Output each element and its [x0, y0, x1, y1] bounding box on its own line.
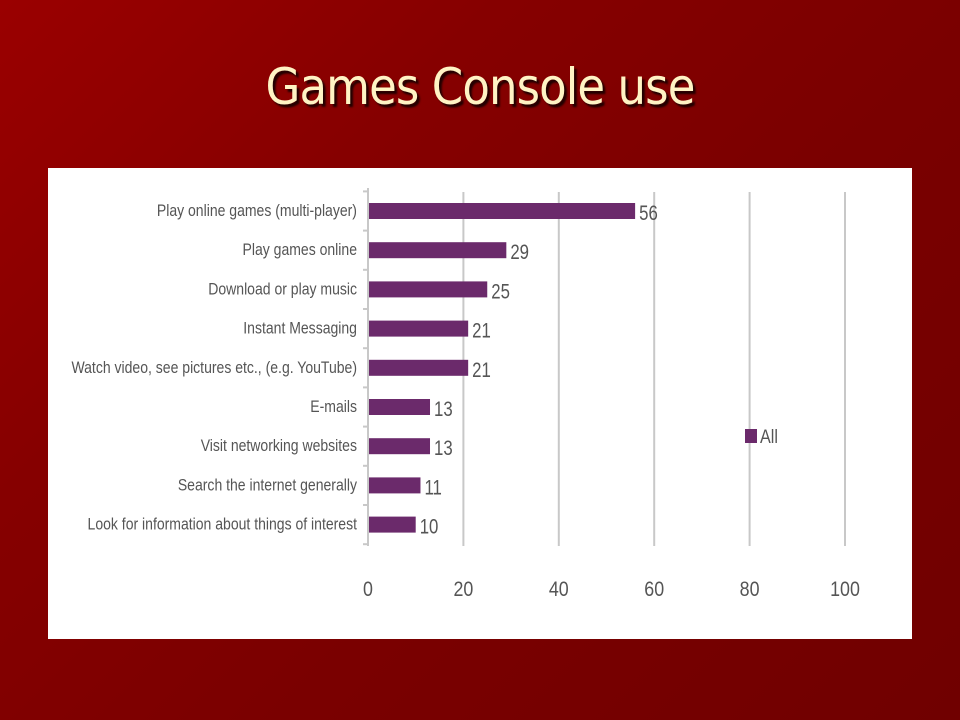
bar [369, 477, 421, 494]
category-label: Search the internet generally [178, 476, 357, 494]
data-label: 21 [472, 320, 491, 343]
category-label: Instant Messaging [243, 320, 357, 338]
category-label: Watch video, see pictures etc., (e.g. Yo… [71, 359, 357, 377]
bar [369, 281, 488, 298]
data-label: 25 [491, 281, 510, 304]
bar [369, 203, 636, 219]
chart-panel: 0 20 40 60 80 100 Play online games (multi-pla… [48, 168, 912, 639]
category-label: E-mails [310, 398, 357, 416]
data-label: 10 [420, 516, 439, 539]
bar [369, 359, 469, 376]
bar [369, 438, 431, 455]
category-label: Visit networking websites [201, 437, 358, 455]
bar [369, 242, 507, 259]
x-tick-label: 60 [644, 578, 664, 602]
legend-label: All [760, 426, 778, 448]
legend-swatch [745, 429, 757, 443]
bar-chart: 0 20 40 60 80 100 Play online games (multi-pla… [71, 188, 860, 602]
data-label: 11 [424, 477, 441, 500]
x-tick-label: 0 [363, 578, 373, 602]
slide-title: Games Console use [265, 58, 695, 116]
data-label: 29 [510, 242, 529, 265]
data-label: 56 [639, 202, 658, 225]
x-tick-label: 20 [453, 578, 473, 602]
category-label: Download or play music [208, 280, 357, 298]
category-label: Look for information about things of int… [88, 516, 358, 534]
bar [369, 516, 416, 533]
category-label: Play online games (multi-player) [157, 202, 357, 220]
x-tick-label: 40 [549, 578, 569, 602]
data-label: 13 [434, 438, 453, 461]
data-label: 21 [472, 359, 491, 382]
category-label: Play games online [243, 241, 357, 259]
data-label: 13 [434, 398, 453, 421]
bar [369, 399, 431, 415]
x-tick-label: 80 [740, 578, 760, 602]
bar [369, 320, 469, 337]
x-tick-label: 100 [830, 578, 860, 602]
